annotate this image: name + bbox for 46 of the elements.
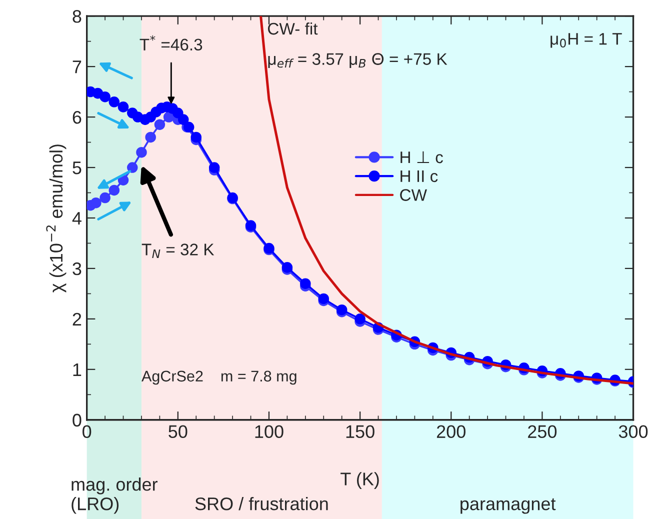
annotation: T$_{N}$ = 32 K: [142, 244, 214, 258]
point: [300, 278, 311, 289]
y-tick-label: 5: [72, 162, 82, 174]
y-axis-title: χ (x10$^{−2}$ emu/mol): [46, 144, 66, 292]
x-tick-label: 50: [168, 425, 188, 438]
x-tick-label: 0: [82, 425, 92, 438]
y-tick-label: 6: [72, 110, 82, 124]
y-tick-label: 8: [72, 10, 82, 23]
point: [118, 102, 129, 112]
x-axis-title: T (K): [340, 472, 379, 489]
y-tick-label: 1: [73, 364, 82, 376]
x-tick-label: 250: [528, 425, 557, 438]
point: [190, 132, 202, 143]
point: [178, 114, 189, 125]
x-tick-label: 100: [255, 425, 284, 438]
point: [136, 146, 147, 158]
legend-label: H ⊥ c: [400, 151, 443, 164]
y-tick-label: 4: [72, 212, 82, 225]
y-tick-label: 2: [72, 312, 82, 326]
annotation: μ$_{eff}$ = 3.57 μ$_{B}$ Θ = +75 K: [268, 53, 448, 68]
point: [90, 197, 102, 208]
y-tick-label: 0: [72, 414, 82, 427]
x-tick-label: 300: [618, 425, 648, 438]
point: [100, 91, 110, 102]
point: [108, 96, 120, 108]
point: [354, 314, 366, 324]
band-label: SRO / frustration: [195, 496, 328, 510]
point: [126, 162, 138, 173]
point: [100, 192, 110, 204]
point: [208, 162, 220, 173]
y-tick-label: 3: [72, 262, 82, 276]
point: [108, 184, 120, 196]
point: [145, 132, 156, 143]
band-label: mag. order (LRO): [72, 478, 158, 514]
legend-label: H II c: [400, 170, 438, 182]
band-label: paramagnet: [460, 498, 556, 514]
y-tick-label: 7: [72, 60, 82, 74]
annotation: AgCrSe2 m = 7.8 mg: [142, 370, 296, 385]
point: [154, 119, 166, 130]
legend-label: CW: [400, 189, 427, 201]
x-tick-label: 200: [436, 425, 466, 438]
annotation: μ$_{0}$H = 1 T: [550, 33, 622, 48]
annotation: T$^{*}$ =46.3: [140, 35, 202, 51]
x-tick-label: 150: [346, 425, 374, 438]
point: [172, 108, 184, 118]
annotation: CW- fit: [268, 22, 318, 35]
